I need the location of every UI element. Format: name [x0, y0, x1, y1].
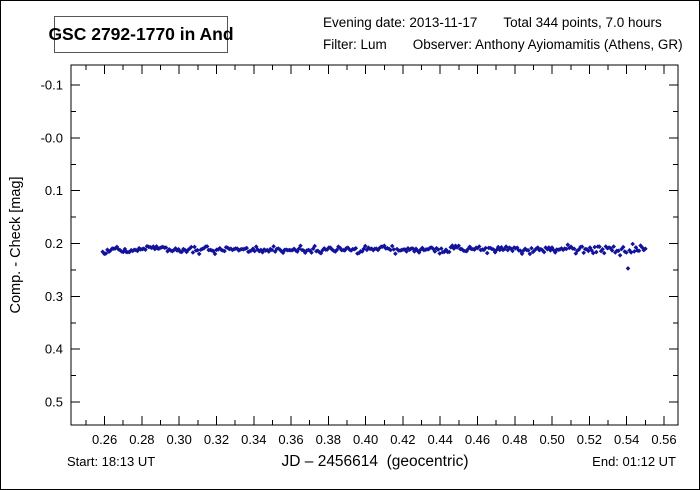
y-tick-label: 0.2: [45, 236, 63, 251]
y-tick-label: 0.1: [45, 183, 63, 198]
y-tick-label: 0.3: [45, 289, 63, 304]
end-time-label: End: 01:12 UT: [592, 454, 676, 469]
plot-frame: [70, 64, 679, 426]
x-tick-label: 0.48: [502, 432, 527, 447]
x-tick-label: 0.46: [465, 432, 490, 447]
start-time-label: Start: 18:13 UT: [67, 454, 156, 469]
x-tick-label: 0.42: [390, 432, 415, 447]
target-title-box: GSC 2792-1770 in And: [48, 16, 234, 53]
y-tick-label: 0.4: [45, 342, 63, 357]
x-tick-label: 0.44: [428, 432, 453, 447]
x-tick-label: 0.36: [278, 432, 303, 447]
total-points-label: Total 344 points, 7.0 hours: [503, 15, 662, 30]
target-title: GSC 2792-1770 in And: [48, 24, 234, 44]
x-axis-label: JD – 2456614 (geocentric): [281, 453, 469, 470]
y-tick-label: -0.0: [41, 130, 63, 145]
x-tick-label: 0.54: [614, 432, 639, 447]
x-tick-label: 0.38: [316, 432, 341, 447]
observer-label: Observer: Anthony Ayiomamitis (Athens, G…: [412, 37, 683, 52]
observation-info: Evening date: 2013-11-17 Total 344 point…: [323, 12, 683, 56]
x-tick-label: 0.34: [241, 432, 266, 447]
filter-label: Filter: Lum: [323, 37, 387, 52]
x-tick-label: 0.30: [167, 432, 192, 447]
info-line-2: Filter: Lum Observer: Anthony Ayiomamiti…: [323, 34, 683, 56]
y-tick-label: -0.1: [41, 78, 63, 93]
evening-date-label: Evening date: 2013-11-17: [323, 15, 478, 30]
info-line-1: Evening date: 2013-11-17 Total 344 point…: [323, 12, 683, 34]
x-tick-label: 0.56: [651, 432, 676, 447]
x-tick-label: 0.50: [539, 432, 564, 447]
x-tick-label: 0.40: [353, 432, 378, 447]
y-tick-label: 0.5: [45, 395, 63, 410]
data-points: [100, 241, 648, 271]
y-axis-label: Comp. - Check [mag]: [8, 176, 24, 314]
x-tick-label: 0.26: [92, 432, 117, 447]
x-tick-label: 0.28: [129, 432, 154, 447]
x-tick-label: 0.52: [577, 432, 602, 447]
x-tick-label: 0.32: [204, 432, 229, 447]
